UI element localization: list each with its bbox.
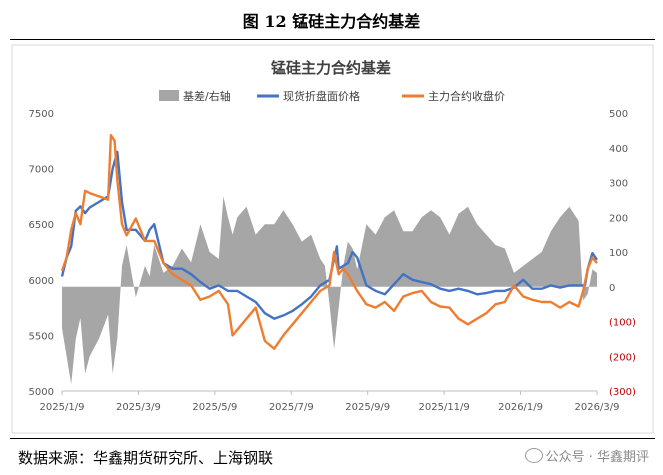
- left-tick-label: 6500: [29, 220, 54, 231]
- left-axis-ticks: 5000 5500 6000 6500 7000 7500: [29, 109, 54, 398]
- data-source: 数据来源：华鑫期货研究所、上海钢联: [18, 449, 274, 467]
- chart-title: 锰硅主力合约基差: [271, 59, 391, 77]
- futures-close-line: [60, 134, 598, 350]
- x-tick-label: 2025/3/9: [116, 402, 161, 413]
- left-tick-label: 5000: [29, 387, 54, 398]
- price-lines: [60, 134, 598, 350]
- x-tick-label: 2025/11/9: [419, 402, 470, 413]
- right-tick-label: 200: [609, 213, 628, 224]
- watermark: 公众号 · 华鑫期评: [524, 446, 649, 465]
- right-tick-label: (200): [609, 352, 636, 363]
- legend-label-1: 现货折盘面价格: [283, 89, 360, 103]
- legend-label-2: 主力合约收盘价: [428, 89, 505, 103]
- figure-title: 图 12 锰硅主力合约基差: [242, 12, 421, 31]
- chart-frame: [11, 44, 654, 434]
- x-tick-label: 2026/1/9: [498, 402, 543, 413]
- top-rule: [10, 39, 655, 40]
- x-tick-label: 2025/5/9: [192, 402, 237, 413]
- right-tick-label: 0: [609, 283, 615, 294]
- left-tick-label: 5500: [29, 331, 54, 342]
- right-axis-ticks: 500 400 300 200 100 0 (100) (200) (300): [609, 109, 636, 398]
- left-tick-label: 6000: [29, 276, 54, 287]
- right-tick-label: 300: [609, 179, 628, 190]
- left-tick-label: 7000: [29, 165, 54, 176]
- right-tick-label: 500: [609, 109, 628, 120]
- right-tick-label: (100): [609, 318, 636, 329]
- x-axis-ticks: 2025/1/9 2025/3/9 2025/5/9 2025/7/9 2025/9/9…: [40, 391, 620, 413]
- basis-area: [62, 196, 597, 385]
- x-tick-label: 2026/3/9: [575, 402, 620, 413]
- wechat-icon: [524, 448, 543, 463]
- watermark-text: 公众号 · 华鑫期评: [545, 450, 649, 465]
- right-tick-label: 400: [609, 144, 628, 155]
- x-tick-label: 2025/9/9: [345, 402, 390, 413]
- right-tick-label: (300): [609, 387, 636, 398]
- legend-label-0: 基差/右轴: [183, 89, 231, 103]
- left-tick-label: 7500: [29, 109, 54, 120]
- right-tick-label: 100: [609, 248, 628, 259]
- basis-bars: [62, 196, 597, 385]
- legend-swatch-basis: [159, 90, 179, 101]
- bottom-rule: [10, 438, 655, 439]
- x-tick-label: 2025/7/9: [269, 402, 314, 413]
- legend: 基差/右轴 现货折盘面价格 主力合约收盘价: [159, 89, 505, 103]
- x-tick-label: 2025/1/9: [40, 402, 85, 413]
- basis-chart: 锰硅主力合约基差 基差/右轴 现货折盘面价格 主力合约收盘价 50005500600…: [11, 44, 654, 434]
